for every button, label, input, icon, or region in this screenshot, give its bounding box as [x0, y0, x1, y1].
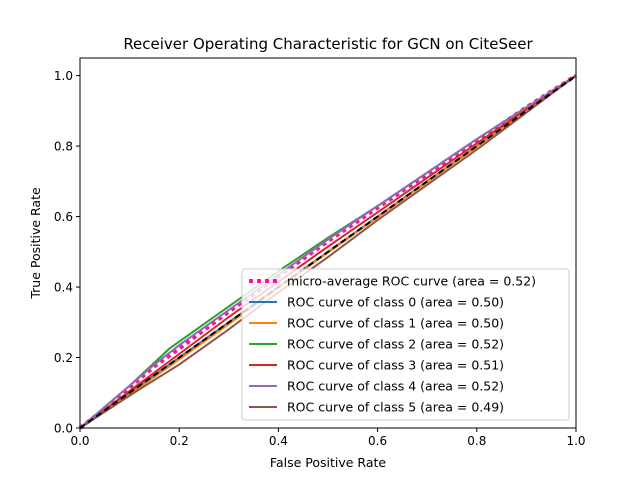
- y-axis-label: True Positive Rate: [28, 187, 43, 300]
- legend-label-2: ROC curve of class 1 (area = 0.50): [287, 316, 504, 331]
- chart-title: Receiver Operating Characteristic for GC…: [123, 35, 533, 53]
- plot-frame: [79, 57, 577, 429]
- legend-label-1: ROC curve of class 0 (area = 0.50): [287, 295, 504, 310]
- legend-frame: [241, 268, 570, 421]
- x-tick-label: 0.6: [368, 434, 387, 448]
- x-tick-label: 1.0: [566, 434, 585, 448]
- legend-label-0: micro-average ROC curve (area = 0.52): [287, 274, 536, 289]
- x-tick-label: 0.2: [170, 434, 189, 448]
- y-tick-label: 1.0: [54, 69, 73, 83]
- x-axis-ticks: 0.0 0.2 0.4 0.6 0.8 1.0: [70, 428, 586, 448]
- roc-series-line-6: [79, 74, 577, 429]
- y-tick-label: 0.0: [54, 422, 73, 436]
- legend: micro-average ROC curve (area = 0.52) ROC…: [241, 268, 570, 421]
- y-axis-ticks: 0.0 0.2 0.4 0.6 0.8 1.0: [54, 69, 80, 436]
- y-tick-label: 0.6: [54, 210, 73, 224]
- legend-label-4: ROC curve of class 3 (area = 0.51): [287, 358, 504, 373]
- legend-label-6: ROC curve of class 5 (area = 0.49): [287, 400, 504, 415]
- y-tick-label: 0.2: [54, 351, 73, 365]
- legend-label-3: ROC curve of class 2 (area = 0.52): [287, 337, 504, 352]
- legend-label-5: ROC curve of class 4 (area = 0.52): [287, 379, 504, 394]
- y-tick-label: 0.4: [54, 281, 73, 295]
- chance-diagonal-line: [79, 74, 577, 429]
- x-axis-label: False Positive Rate: [270, 455, 386, 470]
- x-tick-label: 0.4: [269, 434, 288, 448]
- reference-line-layer: [79, 74, 577, 429]
- roc-series-line-4: [79, 74, 577, 429]
- x-tick-label: 0.8: [467, 434, 486, 448]
- x-tick-label: 0.0: [70, 434, 89, 448]
- y-tick-label: 0.8: [54, 140, 73, 154]
